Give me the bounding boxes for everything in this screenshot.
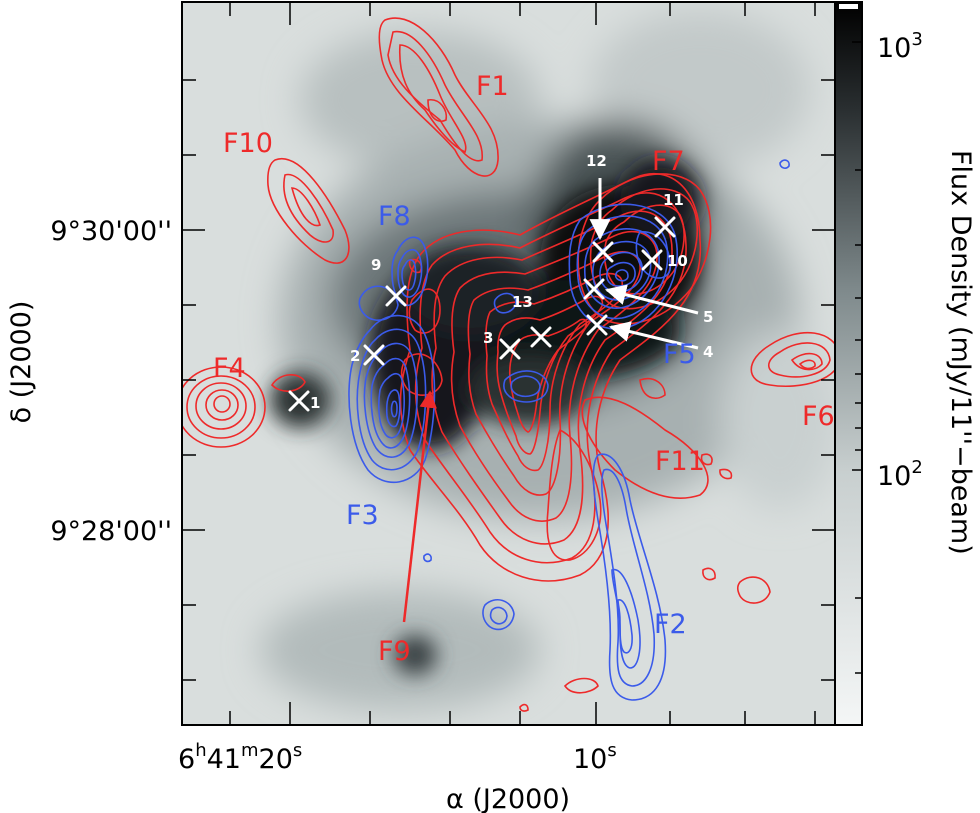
feature-label-F5: F5 [663, 339, 696, 370]
source-labels: 1 2 3 4 5 9 10 11 12 13 [310, 152, 713, 412]
feature-label-F6: F6 [802, 401, 835, 432]
x-axis-title: α (J2000) [446, 784, 570, 813]
colorbar-tick-1e2: 102 [877, 457, 923, 492]
y-tick-label-1: 9°28'00'' [50, 516, 172, 547]
x-tick-label-1: 10s [573, 740, 617, 775]
feature-label-F9: F9 [378, 636, 411, 667]
source-marker-9 [385, 285, 407, 307]
source-label-1: 1 [310, 394, 320, 412]
source-marker-3 [499, 338, 521, 360]
source-label-13: 13 [512, 293, 533, 311]
y-tick-label-0: 9°30'00'' [50, 216, 172, 247]
feature-label-F3: F3 [346, 500, 379, 531]
source-marker-12 [592, 241, 614, 263]
source-label-3: 3 [483, 329, 493, 347]
source-marker-11 [654, 216, 676, 238]
source-label-5: 5 [703, 308, 713, 326]
flux-density-image [182, 2, 835, 725]
colorbar: 103 102 Flux Density (mJy/11''−beam) [834, 1, 976, 726]
arrow-4 [608, 321, 699, 350]
x-ticks [229, 2, 816, 725]
blue-contours [348, 159, 790, 701]
source-marker-4 [586, 314, 608, 336]
feature-labels: F1 F10 F8 F7 F4 F3 F5 F6 F11 F9 F2 [213, 71, 835, 667]
feature-label-F10: F10 [223, 128, 273, 159]
colorbar-label: Flux Density (mJy/11''−beam) [945, 150, 976, 555]
source-label-12: 12 [586, 152, 607, 170]
feature-label-F7: F7 [652, 146, 685, 177]
feature-label-F4: F4 [213, 353, 246, 384]
arrow-F9 [402, 390, 437, 623]
arrow-5 [604, 284, 699, 315]
feature-label-F1: F1 [476, 71, 509, 102]
source-marker-10 [641, 249, 663, 271]
feature-label-F2: F2 [654, 609, 687, 640]
feature-label-F8: F8 [378, 201, 411, 232]
red-contours [182, 17, 835, 712]
axis-labels: 9°30'00'' 9°28'00'' 6h41m20s 10s α (J200… [6, 216, 617, 813]
source-marker-5 [583, 278, 605, 300]
y-axis-title: δ (J2000) [6, 301, 37, 424]
source-label-9: 9 [371, 256, 381, 274]
source-marker-1 [288, 390, 310, 412]
colorbar-tick-1e3: 103 [877, 29, 923, 64]
y-ticks [182, 79, 835, 681]
source-label-11: 11 [663, 191, 684, 209]
source-markers [288, 216, 676, 412]
source-label-4: 4 [703, 343, 713, 361]
source-marker-13 [530, 326, 552, 348]
source-label-2: 2 [350, 347, 360, 365]
x-tick-label-0: 6h41m20s [178, 740, 302, 775]
source-label-10: 10 [667, 252, 688, 270]
annotation-arrows [402, 178, 699, 623]
source-marker-2 [363, 344, 385, 366]
feature-label-F11: F11 [655, 446, 705, 477]
